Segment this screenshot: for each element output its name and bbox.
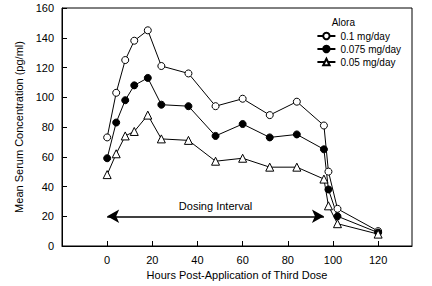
svg-text:80: 80	[42, 121, 54, 133]
svg-text:Mean Serum Concentration (pg/m: Mean Serum Concentration (pg/ml)	[13, 41, 25, 213]
svg-text:0: 0	[104, 254, 110, 266]
svg-text:160: 160	[36, 2, 54, 14]
svg-text:0: 0	[48, 240, 54, 252]
svg-text:80: 80	[282, 254, 294, 266]
svg-text:140: 140	[36, 32, 54, 44]
svg-text:60: 60	[237, 254, 249, 266]
svg-text:120: 120	[369, 254, 387, 266]
svg-text:0.1 mg/day: 0.1 mg/day	[340, 31, 389, 42]
svg-text:Alora: Alora	[332, 17, 356, 28]
svg-text:100: 100	[324, 254, 342, 266]
svg-text:0.05 mg/day: 0.05 mg/day	[340, 57, 395, 68]
svg-text:40: 40	[42, 181, 54, 193]
svg-text:100: 100	[36, 91, 54, 103]
svg-text:120: 120	[36, 62, 54, 74]
svg-text:40: 40	[191, 254, 203, 266]
svg-text:0.075 mg/day: 0.075 mg/day	[340, 44, 401, 55]
svg-text:20: 20	[146, 254, 158, 266]
svg-text:Dosing Interval: Dosing Interval	[179, 200, 252, 212]
svg-text:20: 20	[42, 210, 54, 222]
svg-text:Hours Post-Application of Thir: Hours Post-Application of Third Dose	[147, 269, 328, 281]
svg-text:60: 60	[42, 151, 54, 163]
